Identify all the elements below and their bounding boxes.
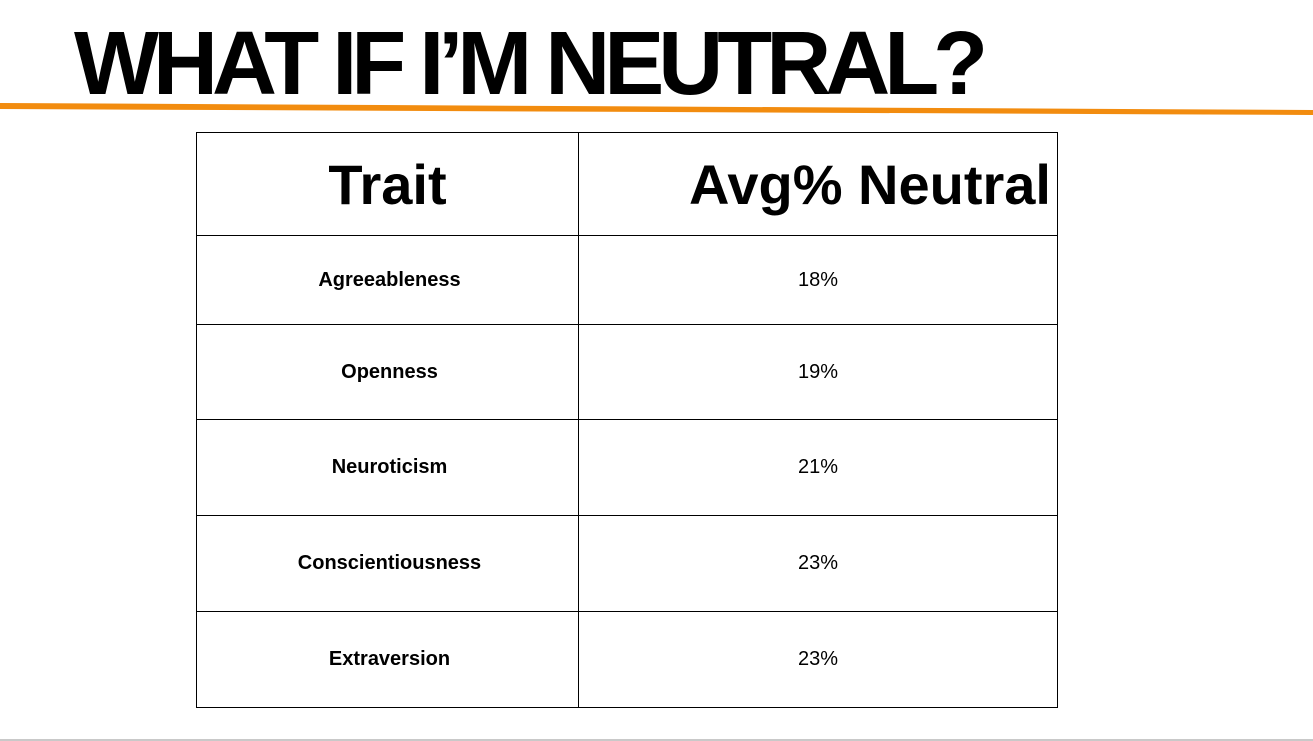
slide-bottom-border [0,739,1313,741]
table-row: Openness 19% [196,324,1058,420]
table-row: Extraversion 23% [196,611,1058,708]
traits-table: Trait Avg% Neutral Agreeableness 18% Ope… [196,132,1058,708]
table-row: Neuroticism 21% [196,419,1058,516]
trait-name-cell: Extraversion [196,611,579,708]
table-header-row: Trait Avg% Neutral [196,132,1058,236]
trait-name-cell: Neuroticism [196,419,579,516]
accent-divider-shape [0,103,1313,115]
trait-name-cell: Openness [196,324,579,420]
slide-title: WHAT IF I’M NEUTRAL? [74,14,988,114]
trait-value-cell: 18% [578,235,1058,325]
trait-name-cell: Agreeableness [196,235,579,325]
trait-name-cell: Conscientiousness [196,515,579,612]
header-trait: Trait [196,132,579,236]
accent-divider [0,103,1313,115]
trait-value-cell: 23% [578,515,1058,612]
trait-value-cell: 19% [578,324,1058,420]
trait-value-cell: 21% [578,419,1058,516]
table-row: Conscientiousness 23% [196,515,1058,612]
trait-value-cell: 23% [578,611,1058,708]
header-avg-neutral: Avg% Neutral [578,132,1058,236]
table-row: Agreeableness 18% [196,235,1058,325]
